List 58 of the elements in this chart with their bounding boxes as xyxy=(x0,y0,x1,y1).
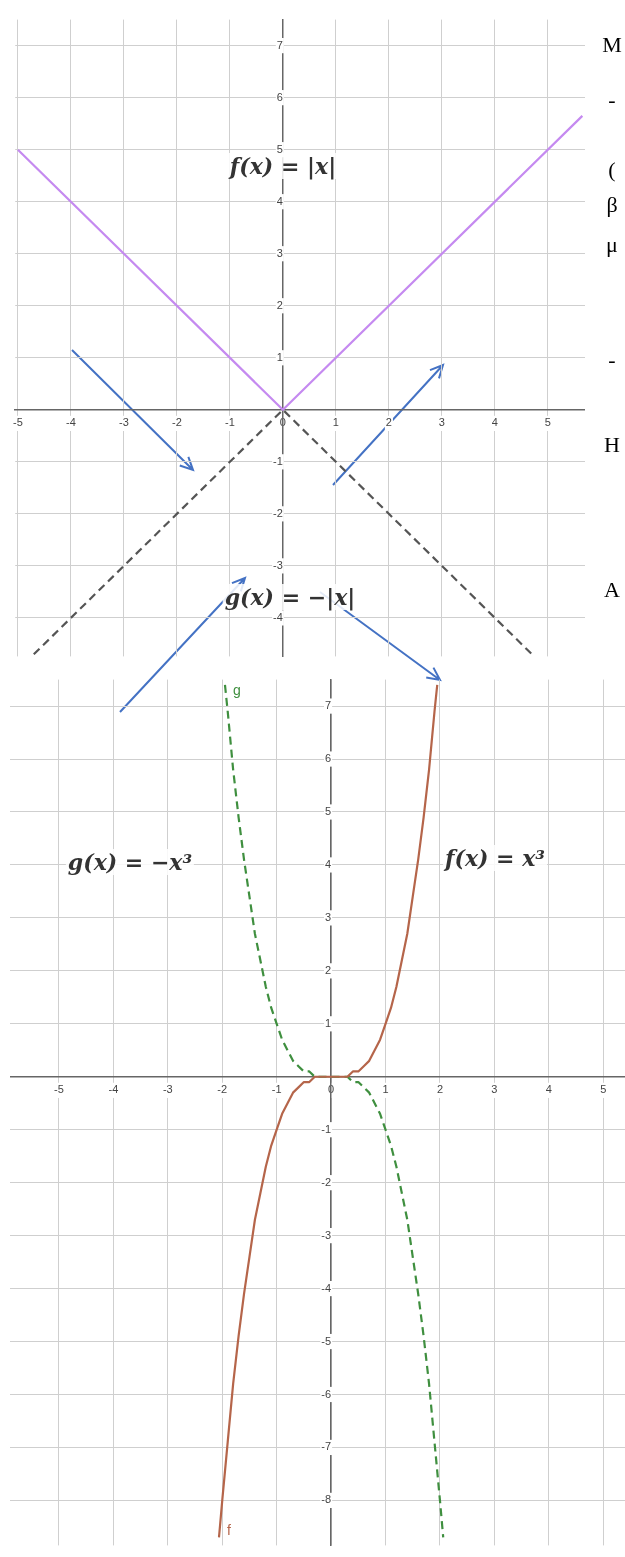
y-tick-label: 6 xyxy=(276,90,283,103)
series-label: f xyxy=(226,1522,231,1539)
text: - xyxy=(608,87,616,113)
y-tick-label: 1 xyxy=(324,1016,332,1029)
x-tick-label: 3 xyxy=(491,1083,498,1096)
y-tick-label: -5 xyxy=(321,1334,332,1347)
y-tick-label: 5 xyxy=(324,805,332,818)
x-tick-label: 3 xyxy=(438,416,445,429)
x-tick-label: 1 xyxy=(382,1083,389,1096)
y-tick-label: 1 xyxy=(276,350,283,363)
x-tick-label: -1 xyxy=(225,416,235,429)
x-tick-label: -5 xyxy=(54,1083,64,1096)
x-tick-label: 5 xyxy=(600,1083,607,1096)
y-tick-label: 3 xyxy=(324,910,332,923)
y-tick-label: -7 xyxy=(321,1440,332,1453)
x-tick-label: 5 xyxy=(544,416,551,429)
y-tick-label: 7 xyxy=(276,38,283,51)
y-tick-label: -1 xyxy=(321,1122,332,1135)
text: M xyxy=(602,32,622,58)
annotation: g(x) = −|x| xyxy=(222,584,358,610)
y-tick-label: 3 xyxy=(276,246,283,259)
y-tick-label: -2 xyxy=(321,1175,332,1188)
x-tick-label: -5 xyxy=(13,416,23,429)
x-tick-label: -3 xyxy=(119,416,129,429)
series-label: g xyxy=(232,681,241,698)
x-tick-label: -4 xyxy=(108,1083,119,1096)
x-tick-label: 4 xyxy=(545,1083,552,1096)
y-tick-label: 4 xyxy=(276,194,283,207)
x-tick-label: -4 xyxy=(66,416,76,429)
x-tick-label: 2 xyxy=(385,416,392,429)
x-tick-label: -2 xyxy=(172,416,182,429)
y-tick-label: -3 xyxy=(273,558,283,571)
y-tick-label: 5 xyxy=(276,142,283,155)
y-tick-label: 6 xyxy=(324,752,332,765)
y-tick-label: -2 xyxy=(273,506,283,519)
annotation: f(x) = x³ xyxy=(443,845,547,871)
text: μ xyxy=(606,232,618,258)
y-tick-label: 2 xyxy=(276,298,283,311)
text: A xyxy=(604,577,620,603)
y-tick-label: 4 xyxy=(324,857,332,870)
x-tick-label: 4 xyxy=(491,416,498,429)
y-tick-label: -8 xyxy=(321,1493,332,1506)
y-tick-label: -6 xyxy=(321,1387,332,1400)
text: H xyxy=(604,432,620,458)
annotation: g(x) = −x³ xyxy=(65,849,195,875)
y-tick-label: -4 xyxy=(321,1281,332,1294)
x-tick-label: -3 xyxy=(162,1083,173,1096)
y-tick-label: 7 xyxy=(324,699,332,712)
text: ( xyxy=(608,157,616,183)
text: β xyxy=(606,192,618,218)
x-tick-label: -2 xyxy=(217,1083,228,1096)
text: - xyxy=(608,347,616,373)
y-tick-label: -1 xyxy=(273,454,283,467)
y-tick-label: -4 xyxy=(273,610,283,623)
y-tick-label: -3 xyxy=(321,1228,332,1241)
annotation: f(x) = |x| xyxy=(227,153,339,179)
x-tick-label: 2 xyxy=(436,1083,444,1096)
y-tick-label: 2 xyxy=(324,963,332,976)
